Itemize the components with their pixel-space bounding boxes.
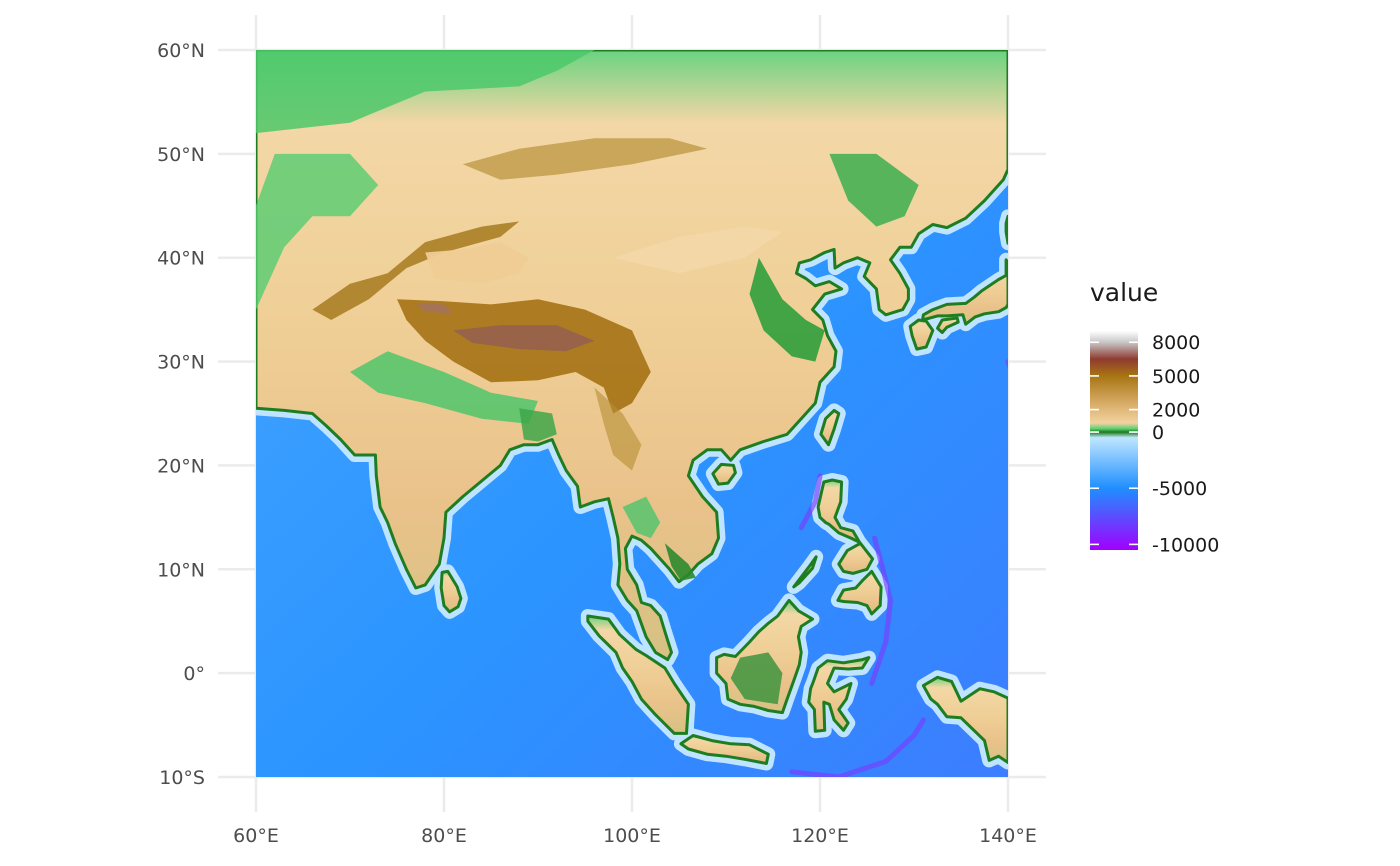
landmass-palawan <box>792 555 818 589</box>
landmass-java <box>679 734 770 765</box>
y-tick-label: 60°N <box>157 40 205 62</box>
ocean-trench <box>798 473 823 531</box>
lowland-zone <box>730 652 783 705</box>
basin-zone <box>613 226 783 274</box>
relief-layer <box>256 50 1008 777</box>
landmass-luzon <box>816 478 861 544</box>
colorbar <box>1090 331 1138 550</box>
ocean-trench <box>1005 359 1008 369</box>
y-tick-label: 10°S <box>159 767 205 789</box>
lowland-zone <box>519 408 557 442</box>
x-tick-label: 60°E <box>233 825 279 847</box>
x-tick-label: 120°E <box>791 825 849 847</box>
landmass-hokkaido <box>1004 214 1008 245</box>
mountain-zone <box>594 387 642 471</box>
y-tick-label: 0° <box>183 663 205 685</box>
mountain-zone <box>462 138 708 180</box>
landmass-mindanao <box>836 569 883 616</box>
x-axis-labels: 60°E 80°E 100°E 120°E 140°E <box>233 825 1037 847</box>
legend-title: value <box>1090 278 1158 307</box>
colorbar-label: -5000 <box>1152 478 1207 500</box>
x-tick-label: 80°E <box>421 825 467 847</box>
x-tick-label: 140°E <box>979 825 1037 847</box>
lowland-zone <box>256 153 379 310</box>
colorbar-label: 0 <box>1152 422 1164 444</box>
y-tick-label: 50°N <box>157 144 205 166</box>
y-tick-label: 10°N <box>157 559 205 581</box>
mountain-zone <box>397 299 651 414</box>
lowland-zone <box>749 257 825 362</box>
colorbar-label: 5000 <box>1152 366 1200 388</box>
y-tick-label: 20°N <box>157 455 205 477</box>
ocean-trench <box>869 535 894 686</box>
high-peaks <box>453 325 595 352</box>
colorbar-label: 8000 <box>1152 332 1200 354</box>
lowland-zone <box>350 351 538 424</box>
lowland-zone <box>829 153 919 227</box>
landmass-sumatra <box>586 614 690 735</box>
basin-zone <box>425 242 529 284</box>
landmass-new-guinea <box>921 675 1008 764</box>
high-peaks <box>415 303 454 314</box>
colorbar-label: 2000 <box>1152 400 1200 422</box>
ocean-trench <box>789 717 926 777</box>
landmass-visayas <box>837 541 875 575</box>
landmass-kyushu <box>908 318 935 351</box>
map-panel <box>256 50 1008 777</box>
y-axis-labels: 60°N 50°N 40°N 30°N 20°N 10°N 0° 10°S <box>157 40 205 789</box>
lowland-zone <box>664 543 696 581</box>
colorbar-label: -10000 <box>1152 534 1219 556</box>
landmass-sulawesi <box>807 656 871 733</box>
x-tick-label: 100°E <box>603 825 661 847</box>
landmass-shikoku <box>936 316 960 334</box>
landmass-honshu <box>921 258 1008 326</box>
y-tick-label: 30°N <box>157 352 205 374</box>
y-tick-label: 40°N <box>157 248 205 270</box>
landmass-taiwan <box>819 408 841 447</box>
lowland-zone <box>622 496 661 539</box>
mountain-zone <box>312 221 520 320</box>
lowland-zone <box>256 50 595 134</box>
landmass-hainan <box>711 462 737 486</box>
landmass-sri-lanka <box>439 569 463 614</box>
